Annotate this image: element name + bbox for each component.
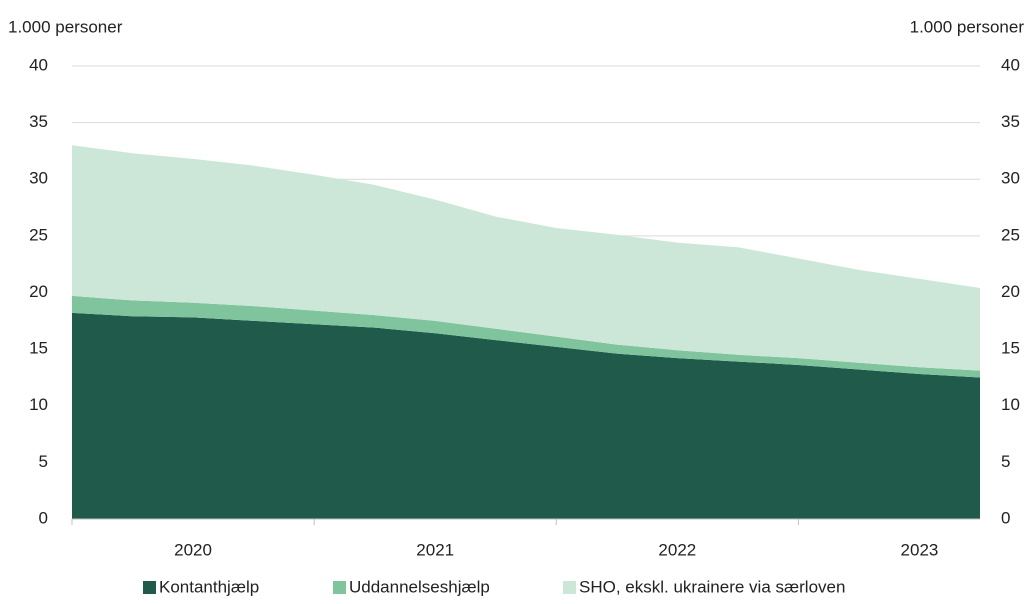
legend-swatch bbox=[563, 581, 576, 594]
x-tick-label: 2022 bbox=[658, 540, 696, 559]
y2-tick-label: 20 bbox=[1001, 282, 1020, 301]
x-tick-label: 2021 bbox=[416, 540, 454, 559]
y-tick-label: 10 bbox=[29, 395, 48, 414]
y-tick-label: 30 bbox=[29, 169, 48, 188]
legend-swatch bbox=[143, 581, 156, 594]
y-tick-label: 40 bbox=[29, 55, 48, 74]
y-tick-label: 5 bbox=[39, 452, 48, 471]
area bbox=[72, 312, 980, 519]
y2-tick-label: 15 bbox=[1001, 339, 1020, 358]
y-axis-label: 1.000 personer bbox=[8, 17, 123, 36]
y2-tick-label: 25 bbox=[1001, 225, 1020, 244]
y2-tick-label: 30 bbox=[1001, 169, 1020, 188]
y2-tick-label: 0 bbox=[1001, 508, 1010, 527]
x-tick-label: 2023 bbox=[901, 540, 939, 559]
x-tick-label: 2020 bbox=[174, 540, 212, 559]
y2-tick-label: 35 bbox=[1001, 112, 1020, 131]
legend-label: SHO, ekskl. ukrainere via særloven bbox=[579, 577, 845, 596]
area bbox=[72, 295, 980, 378]
legend-swatch bbox=[333, 581, 346, 594]
y-tick-label: 25 bbox=[29, 225, 48, 244]
legend-label: Uddannelseshjælp bbox=[349, 577, 490, 596]
area bbox=[72, 145, 980, 371]
y-tick-label: 20 bbox=[29, 282, 48, 301]
y2-tick-label: 10 bbox=[1001, 395, 1020, 414]
y2-tick-label: 5 bbox=[1001, 452, 1010, 471]
y-tick-label: 35 bbox=[29, 112, 48, 131]
y-tick-label: 0 bbox=[39, 508, 48, 527]
y-tick-label: 15 bbox=[29, 339, 48, 358]
y2-axis-label: 1.000 personer bbox=[910, 17, 1025, 36]
y2-tick-label: 40 bbox=[1001, 55, 1020, 74]
legend-label: Kontanthjælp bbox=[159, 577, 259, 596]
